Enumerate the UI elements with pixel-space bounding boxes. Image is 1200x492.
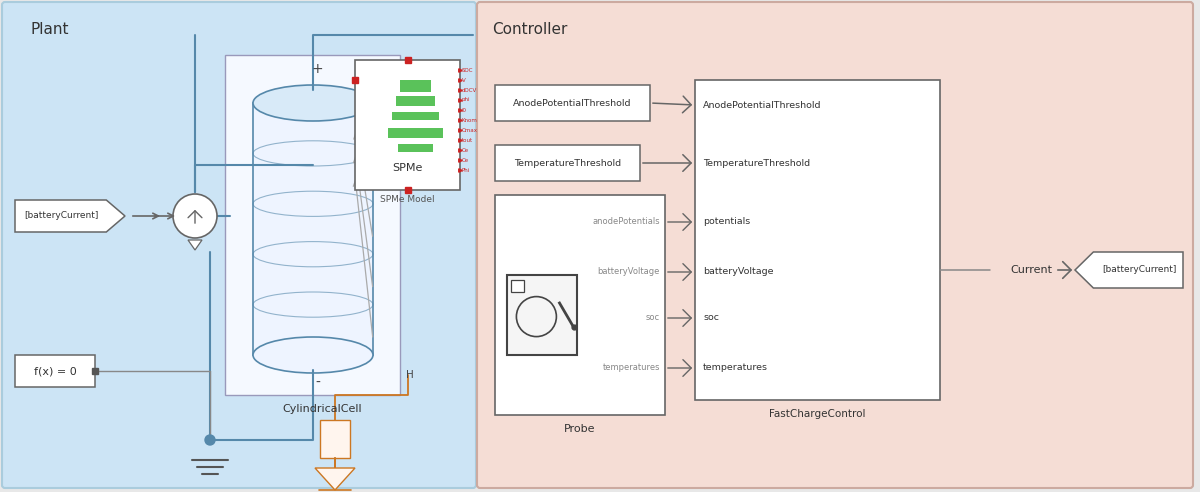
Circle shape	[173, 194, 217, 238]
Text: i0: i0	[462, 107, 467, 113]
Text: Ce: Ce	[462, 157, 469, 162]
Text: Cmax: Cmax	[462, 127, 478, 132]
Text: Ce: Ce	[462, 148, 469, 153]
Polygon shape	[1075, 252, 1183, 288]
Text: soc: soc	[703, 313, 719, 322]
Polygon shape	[188, 240, 202, 250]
Text: anodePotentials: anodePotentials	[593, 217, 660, 226]
Text: H: H	[406, 370, 414, 380]
Text: potentials: potentials	[703, 217, 750, 226]
Text: -: -	[316, 376, 320, 390]
Bar	[508, 275, 577, 355]
Text: [batteryCurrent]: [batteryCurrent]	[1103, 266, 1177, 275]
Bar	[392, 112, 439, 120]
Text: phi: phi	[462, 97, 470, 102]
Polygon shape	[314, 468, 355, 490]
Polygon shape	[14, 200, 125, 232]
Ellipse shape	[253, 85, 373, 121]
Text: SPMe Model: SPMe Model	[380, 195, 434, 205]
Text: temperatures: temperatures	[703, 364, 768, 372]
Text: TemperatureThreshold: TemperatureThreshold	[514, 158, 622, 167]
Bar	[695, 80, 940, 400]
Bar	[14, 355, 95, 387]
Ellipse shape	[253, 337, 373, 373]
Text: Current: Current	[1010, 265, 1052, 275]
Text: batteryVoltage: batteryVoltage	[703, 268, 774, 277]
Bar	[496, 85, 650, 121]
Bar	[320, 420, 350, 458]
Bar	[496, 195, 665, 415]
Text: +: +	[312, 62, 323, 76]
Text: AnodePotentialThreshold: AnodePotentialThreshold	[703, 100, 822, 110]
Text: dOCV: dOCV	[462, 88, 478, 92]
Text: AnodePotentialThreshold: AnodePotentialThreshold	[514, 98, 631, 107]
Circle shape	[205, 435, 215, 445]
Text: tout: tout	[462, 137, 473, 143]
Text: batteryVoltage: batteryVoltage	[598, 268, 660, 277]
Bar	[226, 55, 400, 395]
Bar	[397, 144, 433, 152]
Text: SOC: SOC	[462, 67, 474, 72]
Text: V: V	[462, 78, 466, 83]
FancyBboxPatch shape	[478, 2, 1193, 488]
Bar	[253, 103, 373, 355]
Text: SPMe: SPMe	[392, 163, 422, 173]
Text: Controller: Controller	[492, 22, 568, 37]
Text: soc: soc	[646, 313, 660, 322]
Text: f(x) = 0: f(x) = 0	[34, 366, 77, 376]
Text: Phi: Phi	[462, 167, 470, 173]
Bar	[355, 60, 460, 190]
Text: Plant: Plant	[30, 22, 68, 37]
Text: Knom: Knom	[462, 118, 478, 123]
Bar	[396, 96, 434, 106]
Bar	[511, 280, 524, 292]
Text: FastChargeControl: FastChargeControl	[769, 409, 865, 419]
Text: [batteryCurrent]: [batteryCurrent]	[24, 212, 98, 220]
Text: Probe: Probe	[564, 424, 595, 434]
Text: temperatures: temperatures	[602, 364, 660, 372]
Bar	[401, 80, 431, 92]
FancyBboxPatch shape	[2, 2, 476, 488]
Text: TemperatureThreshold: TemperatureThreshold	[703, 158, 810, 167]
Bar	[496, 145, 640, 181]
Bar	[388, 128, 443, 138]
Text: CylindricalCell: CylindricalCell	[283, 404, 362, 414]
